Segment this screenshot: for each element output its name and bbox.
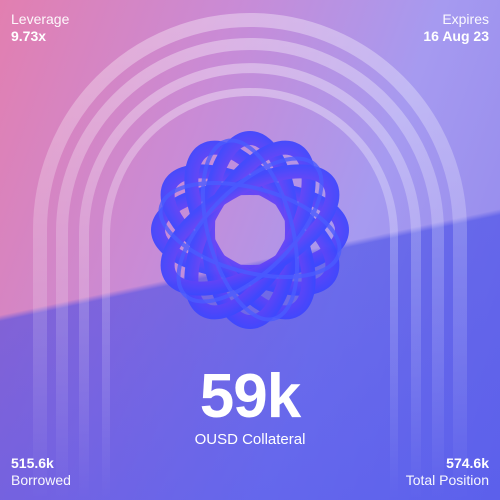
total-position-value: 574.6k — [446, 455, 489, 471]
leverage-stat: Leverage 9.73x — [11, 11, 69, 45]
expires-label: Expires — [442, 11, 489, 27]
total-position-label: Total Position — [405, 472, 489, 488]
borrowed-value: 515.6k — [11, 455, 54, 471]
collateral-label: OUSD Collateral — [194, 431, 306, 448]
total-position-stat: 574.6k Total Position — [406, 455, 489, 489]
leverage-value: 9.73x — [11, 28, 47, 44]
expires-value: 16 Aug 23 — [423, 28, 489, 44]
borrowed-label: Borrowed — [11, 472, 71, 488]
leverage-label: Leverage — [11, 11, 70, 27]
expires-stat: Expires 16 Aug 23 — [423, 11, 489, 45]
collateral-amount: 59k — [199, 362, 301, 431]
torus-knot-icon — [151, 131, 349, 329]
borrowed-stat: 515.6k Borrowed — [11, 455, 71, 489]
